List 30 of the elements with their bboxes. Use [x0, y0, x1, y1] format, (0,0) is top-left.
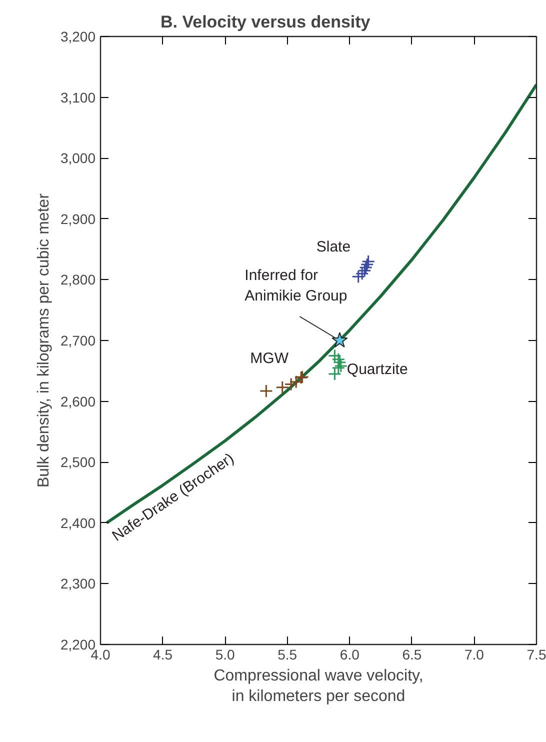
x-axis-title: Compressional wave velocity, in kilometers per second: [214, 668, 424, 705]
y-tick-label: 2,300: [60, 576, 96, 592]
point: [259, 384, 273, 398]
y-tick-label: 3,100: [60, 89, 96, 106]
y-tick-label: 3,000: [60, 150, 96, 166]
y-tick-label: 2,500: [60, 454, 96, 470]
chart-title: B. Velocity versus density: [160, 12, 371, 32]
point: [328, 348, 342, 362]
x-tick-label: 5.5: [278, 646, 298, 662]
x-tick-label: 6.0: [340, 646, 360, 662]
x-tick-label: 7.0: [464, 646, 484, 662]
y-tick-label: 2,800: [60, 272, 96, 288]
x-tick-label: 6.5: [402, 646, 422, 662]
series-label: MGW: [250, 350, 290, 367]
y-tick-label: 2,700: [60, 332, 96, 348]
series-label: Quartzite: [346, 360, 408, 378]
y-tick-label: 2,400: [60, 514, 96, 531]
series-label: Slate: [316, 238, 351, 256]
y-axis-title: Bulk density, in kilograms per cubic meter: [35, 192, 52, 488]
y-tick-label: 2,600: [60, 393, 96, 410]
x-tick-label: 5.0: [215, 646, 236, 662]
y-tick-label: 2,900: [60, 210, 96, 227]
series-label: Inferred for Animikie Group: [244, 267, 348, 304]
x-tick-label: 4.5: [153, 646, 173, 662]
point: [276, 380, 290, 394]
x-tick-label: 7.5: [526, 646, 546, 662]
y-tick-label: 3,200: [60, 28, 96, 44]
point: [284, 378, 298, 392]
point: [332, 332, 348, 348]
point: [362, 254, 376, 268]
